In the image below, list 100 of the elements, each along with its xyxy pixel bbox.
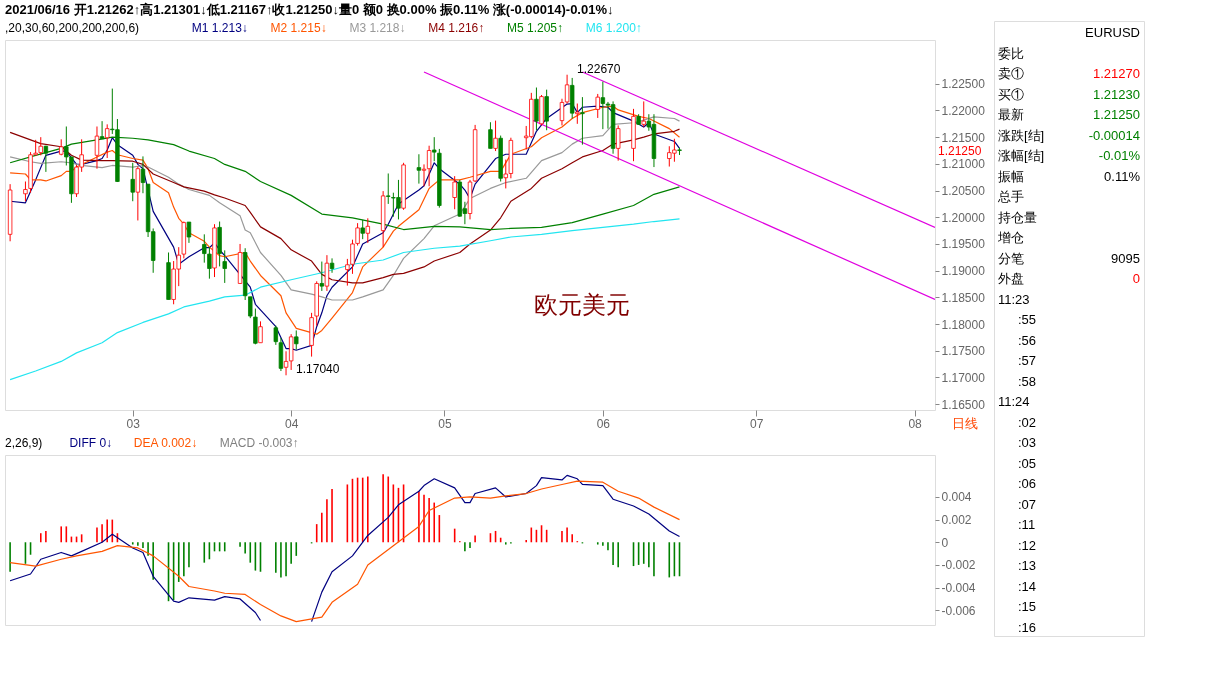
candlestick (140, 155, 146, 194)
x-tick-label: 04 (284, 416, 299, 431)
candlestick (23, 180, 28, 202)
candlestick (294, 329, 299, 351)
text: 持仓量 (998, 209, 1037, 225)
text: 最新 (998, 107, 1024, 122)
text: M5 1.205↑ (507, 21, 564, 35)
text: 0.11% (1104, 168, 1141, 184)
y-tick-label: 0 (941, 535, 949, 550)
x-tick-label: 03 (126, 416, 141, 431)
candlestick (641, 100, 646, 128)
x-tick-label: 07 (749, 416, 764, 431)
text: 日线 (952, 416, 978, 431)
text: :56 (1018, 332, 1037, 348)
text: 11:24 (998, 394, 1030, 409)
candlestick (595, 93, 600, 119)
y-tick-label: 1.22000 (941, 103, 986, 118)
text: 1.21270 (1093, 66, 1140, 81)
chart-subtitle: ,20,30,60,200,200,200,6) (5, 21, 140, 35)
text: :15 (1018, 599, 1037, 614)
candlestick (386, 172, 391, 205)
candlestick (94, 125, 100, 170)
y-tick-label: 1.19000 (941, 264, 986, 279)
text: 0 (1132, 271, 1140, 286)
y-tick-label: 1.17000 (941, 370, 986, 385)
text: :05 (1018, 455, 1037, 471)
text: :16 (1018, 619, 1037, 635)
text: EURUSD (1085, 25, 1140, 40)
text: :06 (1018, 476, 1037, 491)
text: -0.01% (1098, 148, 1141, 163)
text: 卖① (998, 66, 1024, 81)
y-tick-label: 1.21500 (941, 130, 986, 145)
text: M4 1.216↑ (428, 21, 485, 35)
candlestick (43, 145, 49, 173)
y-tick-label: -0.002 (941, 558, 976, 573)
candlestick (432, 136, 437, 162)
candlestick (273, 325, 279, 346)
text: :14 (1018, 578, 1037, 594)
line-series (9, 128, 681, 284)
text: M3 1.218↓ (349, 21, 406, 35)
y-tick-label: 0.002 (941, 513, 972, 528)
text: :55 (1018, 312, 1037, 327)
candlestick (105, 123, 110, 159)
y-tick-label: 1.18000 (941, 317, 986, 332)
text: 买① (998, 86, 1024, 102)
text: DIFF 0↓ (69, 436, 113, 450)
y-tick-label: 1.20000 (941, 210, 986, 225)
text: M2 1.215↓ (270, 21, 327, 35)
text: -0.00014 (1088, 127, 1140, 143)
candlestick (575, 103, 580, 125)
candlestick (186, 221, 192, 244)
candlestick (258, 320, 263, 344)
text: 外盘 (998, 271, 1024, 286)
text: 1.21250 (1093, 107, 1140, 122)
y-tick-label: 1.22500 (941, 77, 986, 92)
chart-subtitle: 2,26,9) (5, 436, 43, 450)
chart-title: 2021/06/16 开1.21262↑高1.21301↓低1.21167↑收1.21250↓量0 额0 换0.00% 振0.11% 涨(-0.00014)-0.01%↓ (5, 2, 614, 17)
candlestick (534, 87, 539, 131)
text: 11:23 (998, 291, 1030, 307)
candlestick (130, 162, 135, 202)
text: 9095 (1111, 250, 1140, 266)
candlestick (135, 166, 141, 221)
annotation: 1.22670 (577, 61, 621, 76)
y-tick-label: 1.20500 (941, 184, 986, 199)
candlestick (38, 136, 43, 156)
text: 涨跌[结] (998, 127, 1045, 143)
y-tick-label: -0.006 (941, 603, 976, 618)
candlestick (222, 249, 227, 284)
y-tick-label: 1.21000 (941, 157, 986, 172)
y-tick-label: 1.16500 (941, 397, 986, 412)
candlestick (365, 217, 370, 244)
candlestick (329, 257, 335, 274)
text: :07 (1018, 496, 1037, 512)
text: :58 (1018, 373, 1037, 389)
y-tick-label: 0.004 (941, 490, 972, 505)
y-tick-label: 1.17500 (941, 344, 986, 359)
text: :02 (1018, 414, 1037, 430)
candlestick (488, 121, 493, 149)
x-tick-label: 06 (596, 416, 611, 431)
y-tick-label: -0.004 (941, 581, 976, 596)
candlestick (324, 254, 330, 292)
line-series (9, 218, 681, 381)
candlestick (319, 261, 325, 292)
text: 增仓 (997, 230, 1024, 245)
candlestick (421, 163, 427, 187)
candlestick (580, 96, 585, 146)
text: :13 (1018, 558, 1037, 573)
y-tick-label: 1.19500 (941, 237, 986, 252)
candlestick (426, 145, 432, 187)
text: 分笔 (998, 250, 1024, 266)
text: M6 1.200↑ (585, 21, 642, 35)
y-tick-label: 1.18500 (941, 290, 986, 305)
text: :11 (1018, 517, 1036, 532)
text: 委比 (998, 45, 1024, 61)
text: DEA 0.002↓ (133, 436, 198, 450)
candlestick (416, 153, 422, 185)
text: 总手 (997, 189, 1024, 204)
x-tick-label: 05 (438, 416, 452, 431)
candlestick (493, 120, 498, 152)
text: :57 (1018, 353, 1037, 368)
